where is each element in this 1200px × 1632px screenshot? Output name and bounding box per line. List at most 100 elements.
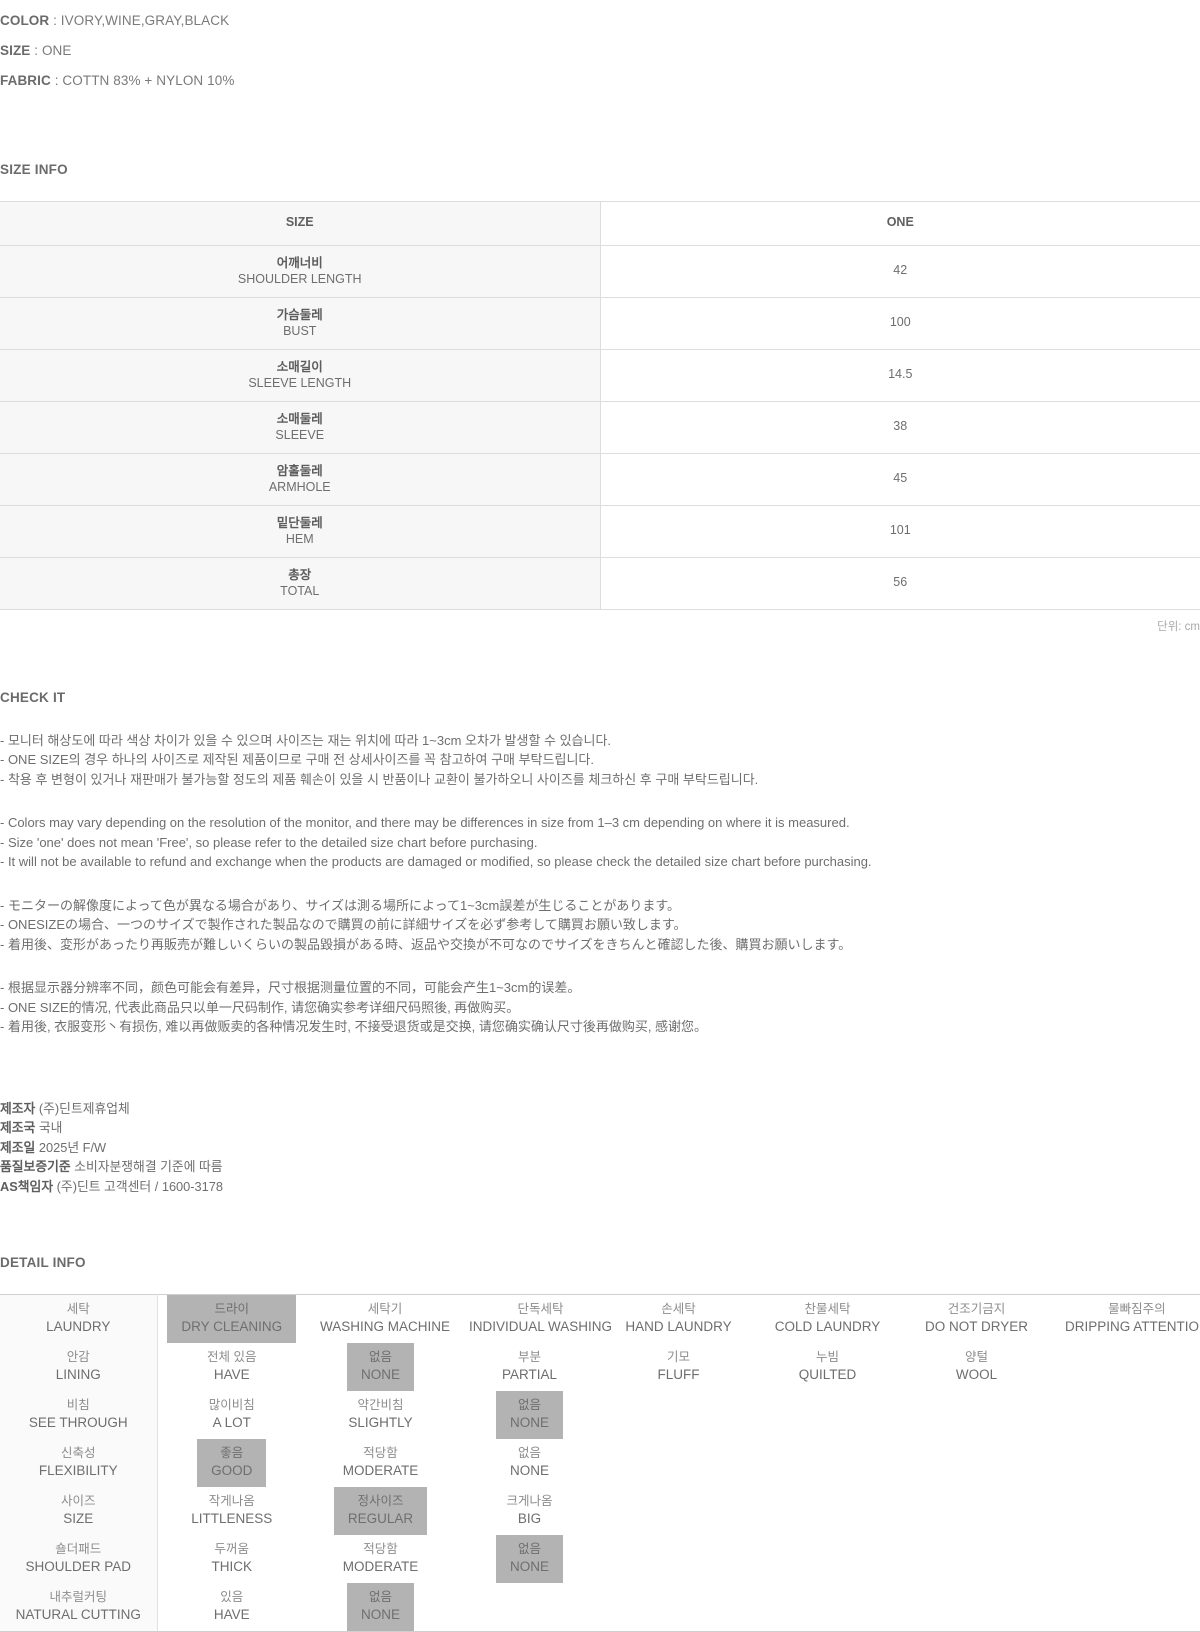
detail-option-cell [902,1535,1051,1583]
size-row-label-ko: 어깨너비 [276,255,323,270]
detail-option-en: QUILTED [798,1367,857,1383]
detail-option-cell[interactable]: 건조기금지 DO NOT DRYER [902,1295,1051,1344]
note-line: - ONE SIZE的情况, 代表此商品只以单一尺码制作, 请您确实参考详细尺码… [0,999,520,1015]
detail-option-cell[interactable]: 손세탁 HAND LAUNDRY [604,1295,753,1344]
detail-option-cell[interactable]: 없음 NONE [455,1535,604,1584]
detail-option[interactable]: 작게나옴 LITTLENESS [177,1487,286,1535]
detail-option[interactable]: 많이비침 A LOT [195,1391,269,1439]
detail-option[interactable]: 적당함 MODERATE [329,1535,433,1583]
note-line: - ONESIZEの場合、一つのサイズで製作された製品なので購買の前に詳細サイズ… [0,917,687,932]
detail-option-selected[interactable]: 드라이 DRY CLEANING [167,1295,297,1344]
detail-option[interactable]: 건조기금지 DO NOT DRYER [911,1295,1042,1343]
detail-option-selected[interactable]: 없음 NONE [346,1343,414,1392]
detail-option-cell [604,1583,753,1631]
detail-option-ko: 크게나옴 [506,1494,553,1509]
detail-option-cell [604,1439,753,1487]
detail-option-cell[interactable]: 정사이즈 REGULAR [306,1487,455,1536]
detail-option-cell[interactable]: 찬물세탁 COLD LAUNDRY [753,1295,902,1344]
detail-option-ko: 누빔 [815,1350,839,1365]
detail-option-cell[interactable]: 좋음 GOOD [157,1439,306,1488]
detail-option-cell[interactable]: 없음 NONE [455,1391,604,1440]
note-block-ko: - 모니터 해상도에 따라 색상 차이가 있을 수 있으며 사이즈는 재는 위치… [0,731,1200,790]
detail-option-cell[interactable]: 전체 있음 HAVE [157,1343,306,1391]
detail-option[interactable]: 있음 HAVE [200,1583,264,1631]
detail-option-cell[interactable]: 작게나옴 LITTLENESS [157,1487,306,1535]
detail-option-cell[interactable]: 두꺼움 THICK [157,1535,306,1583]
detail-option-cell [604,1391,753,1439]
detail-option-cell[interactable]: 누빔 QUILTED [753,1343,902,1391]
note-block-zh: - 根据显示器分辨率不同，颜色可能会有差异，尺寸根据测量位置的不同，可能会产生1… [0,978,1200,1037]
spec-value: : ONE [30,43,72,58]
detail-option[interactable]: 적당함 MODERATE [329,1439,433,1487]
detail-option-cell[interactable]: 기모 FLUFF [604,1343,753,1391]
detail-option-en: GOOD [211,1463,253,1479]
spec-value: : COTTN 83% + NYLON 10% [50,73,235,88]
detail-option[interactable]: 없음 NONE [496,1439,563,1487]
size-table-header-label: SIZE [0,201,601,246]
size-row-value: 100 [600,296,1200,350]
detail-option-ko: 없음 [517,1446,541,1461]
detail-option-cell[interactable]: 부분 PARTIAL [455,1343,604,1391]
detail-option-cell[interactable]: 약간비침 SLIGHTLY [306,1391,455,1439]
detail-option-cell[interactable]: 세탁기 WASHING MACHINE [306,1295,455,1344]
detail-option-en: DRIPPING ATTENTION [1065,1319,1200,1335]
detail-option[interactable]: 단독세탁 INDIVIDUAL WASHING [455,1295,626,1343]
manufacturer-value: 국내 [35,1120,63,1136]
detail-option-cell[interactable]: 없음 NONE [306,1583,455,1632]
detail-option-ko: 찬물세탁 [804,1302,851,1317]
detail-option[interactable]: 손세탁 HAND LAUNDRY [611,1295,745,1343]
detail-option-selected[interactable]: 없음 NONE [495,1535,563,1584]
detail-option-en: THICK [211,1559,253,1575]
detail-row-label: 비침 SEE THROUGH [0,1391,158,1440]
detail-option-selected[interactable]: 정사이즈 REGULAR [333,1487,428,1536]
detail-option-en: HAND LAUNDRY [625,1319,732,1335]
detail-option-cell[interactable]: 없음 NONE [306,1343,455,1392]
detail-option-cell[interactable]: 있음 HAVE [157,1583,306,1631]
detail-row-label: 내추럴커팅 NATURAL CUTTING [0,1583,158,1632]
detail-option[interactable]: 세탁기 WASHING MACHINE [306,1295,464,1343]
detail-option-cell[interactable]: 적당함 MODERATE [306,1535,455,1583]
detail-option-selected[interactable]: 좋음 GOOD [197,1439,267,1488]
note-line: - 根据显示器分辨率不同，颜色可能会有差异，尺寸根据测量位置的不同，可能会产生1… [0,980,581,995]
detail-option[interactable]: 전체 있음 HAVE [193,1343,270,1391]
note-block-ja: - モニターの解像度によって色が異なる場合があり、サイズは測る場所によって1~3… [0,896,1200,955]
check-it-title: CHECK IT [0,689,66,705]
detail-option-selected[interactable]: 없음 NONE [495,1391,563,1440]
manufacturer-key: 제조일 [0,1139,36,1155]
detail-option-cell[interactable]: 양털 WOOL [902,1343,1051,1391]
detail-row: 숄더패드 SHOULDER PAD 두꺼움 THICK 적당함 MODERATE 없음 NON… [0,1535,1200,1584]
detail-option-cell[interactable]: 드라이 DRY CLEANING [157,1295,306,1344]
manufacturer-line: 제조일 2025년 F/W [0,1138,1200,1158]
detail-option[interactable]: 두꺼움 THICK [198,1535,267,1583]
detail-option-cell[interactable]: 많이비침 A LOT [157,1391,306,1439]
detail-option[interactable]: 부분 PARTIAL [488,1343,571,1391]
detail-option-ko: 손세탁 [661,1302,696,1317]
detail-option[interactable]: 약간비침 SLIGHTLY [334,1391,426,1439]
detail-option-cell[interactable]: 단독세탁 INDIVIDUAL WASHING [455,1295,612,1344]
detail-option-cell[interactable]: 없음 NONE [455,1439,604,1487]
detail-option-en: NONE [360,1367,400,1383]
detail-option[interactable]: 기모 FLUFF [644,1343,714,1391]
detail-option[interactable]: 양털 WOOL [942,1343,1011,1391]
detail-option-cell[interactable]: 적당함 MODERATE [306,1439,455,1487]
detail-option[interactable]: 크게나옴 BIG [492,1487,566,1535]
detail-label-en: SIZE [63,1511,94,1527]
detail-option[interactable]: 물빠짐주의 DRIPPING ATTENTION [1051,1295,1200,1343]
note-line: - 착용 후 변형이 있거나 재판매가 불가능할 정도의 제품 훼손이 있을 시… [0,771,759,787]
detail-option[interactable]: 찬물세탁 COLD LAUNDRY [761,1295,895,1343]
detail-option-ko: 많이비침 [208,1398,255,1413]
detail-option-selected[interactable]: 없음 NONE [346,1583,414,1632]
note-block-en: - Colors may vary depending on the resol… [0,813,1200,872]
detail-option[interactable]: 누빔 QUILTED [785,1343,871,1391]
detail-option-en: WOOL [955,1367,998,1383]
detail-row: 내추럴커팅 NATURAL CUTTING 있음 HAVE 없음 NONE [0,1583,1200,1632]
detail-label-box: 비침 SEE THROUGH [15,1391,142,1439]
detail-option-ko: 물빠짐주의 [1108,1302,1166,1317]
manufacturer-key: 품질보증기준 [0,1159,71,1175]
detail-option-cell [1051,1343,1200,1391]
detail-option-en: HAVE [213,1367,250,1383]
detail-label-box: 내추럴커팅 NATURAL CUTTING [2,1583,155,1631]
detail-option-cell[interactable]: 물빠짐주의 DRIPPING ATTENTION [1051,1295,1200,1344]
detail-option-cell[interactable]: 크게나옴 BIG [455,1487,604,1535]
size-row-value: 14.5 [600,348,1200,402]
